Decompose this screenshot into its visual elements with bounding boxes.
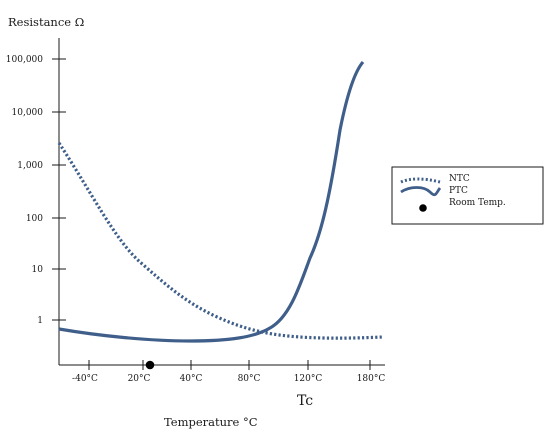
- legend-label-ptc: PTC: [449, 186, 468, 196]
- x-tick-label-180: 180°C: [357, 374, 386, 384]
- x-tick-label-20: 20°C: [128, 374, 151, 384]
- y-tick-label-1000: 1,000: [17, 161, 43, 171]
- ptc-series-line: [58, 60, 365, 343]
- legend-box: [391, 166, 544, 225]
- legend-label-room-temp: Room Temp.: [449, 198, 506, 208]
- x-axis-title: Temperature °C: [164, 415, 258, 429]
- x-tick-label-minus40: -40°C: [72, 374, 98, 384]
- legend-ntc-swatch: [400, 177, 441, 184]
- x-tick-label-80: 80°C: [238, 374, 261, 384]
- tc-annotation: Tc: [297, 393, 313, 409]
- room-temp-marker: [145, 360, 155, 370]
- legend-room-temp-swatch: [419, 204, 427, 212]
- y-tick-label-10000: 10,000: [12, 108, 44, 118]
- y-axis-title: Resistance Ω: [8, 15, 84, 29]
- y-tick-label-100: 100: [26, 214, 43, 224]
- y-tick-label-1: 1: [37, 316, 43, 326]
- x-tick-label-120: 120°C: [294, 374, 323, 384]
- x-tick-label-40: 40°C: [180, 374, 203, 384]
- legend-ptc-swatch: [400, 186, 442, 197]
- y-tick-label-10: 10: [32, 265, 44, 275]
- legend-label-ntc: NTC: [449, 174, 470, 184]
- y-tick-label-100000: 100,000: [6, 55, 43, 65]
